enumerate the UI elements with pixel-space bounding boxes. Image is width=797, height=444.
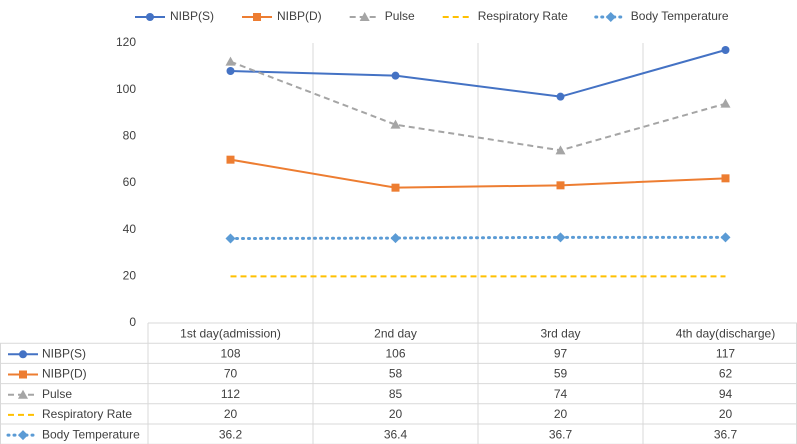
table-value: 20 [554,407,568,421]
table-value: 20 [224,407,238,421]
point [556,181,565,190]
table-value: 70 [224,367,238,381]
table-value: 62 [719,367,733,381]
table-symbol-marker [18,389,28,399]
legend-label: Body Temperature [631,9,729,23]
table-row-label: Body Temperature [42,427,140,441]
point [556,92,565,101]
point [720,232,731,243]
point [225,233,236,244]
table-value: 59 [554,367,568,381]
point [721,46,730,54]
point [391,183,400,192]
table-value: 36.7 [714,427,738,441]
point [226,67,235,75]
y-tick-label: 60 [123,175,137,189]
legend-label: Pulse [385,9,415,23]
table-value: 36.7 [549,427,573,441]
table-value: 36.2 [219,427,243,441]
table-value: 97 [554,346,568,360]
point [555,145,566,155]
legend-symbol-marker [253,13,262,21]
legend-symbol-marker [359,12,370,21]
table-row-label: Pulse [42,387,72,401]
y-tick-label: 100 [116,82,136,96]
legend-label: NIBP(S) [170,9,214,23]
legend-label: Respiratory Rate [478,9,568,23]
table-value: 108 [220,346,240,360]
point [390,119,401,129]
table-value: 58 [389,367,403,381]
series-line [230,158,726,189]
table-row-label: NIBP(S) [42,346,86,360]
y-tick-label: 80 [123,129,137,143]
y-tick-label: 40 [123,222,137,236]
table-symbol-marker [19,350,27,359]
table-value: 20 [719,407,733,421]
legend-symbol-marker [605,12,616,22]
series-line [229,235,727,241]
table-symbol-marker [18,430,28,441]
table-value: 74 [554,387,568,401]
table-value: 94 [719,387,733,401]
y-tick-label: 20 [123,269,137,283]
y-tick-label: 120 [116,35,136,49]
series-line [230,49,726,98]
point [225,56,236,66]
point [226,155,235,164]
y-tick-label: 0 [129,315,136,329]
x-tick-label: 4th day(discharge) [676,326,775,340]
series-line [230,60,726,152]
point [555,232,566,243]
point [720,98,731,108]
table-value: 106 [385,346,405,360]
table-value: 112 [221,387,240,401]
legend-symbol-marker [146,13,154,21]
point [721,174,730,183]
table-value: 117 [716,346,735,360]
table-symbol-marker [19,370,27,379]
point [391,71,400,80]
table-value: 85 [389,387,403,401]
table-value: 20 [389,407,403,421]
legend-label: NIBP(D) [277,9,322,23]
table-row-label: Respiratory Rate [42,407,132,421]
point [390,233,401,244]
x-tick-label: 2nd day [374,326,417,340]
table-row-label: NIBP(D) [42,367,87,381]
x-tick-label: 3rd day [540,326,580,340]
x-tick-label: 1st day(admission) [180,326,281,340]
table-value: 36.4 [384,427,408,441]
